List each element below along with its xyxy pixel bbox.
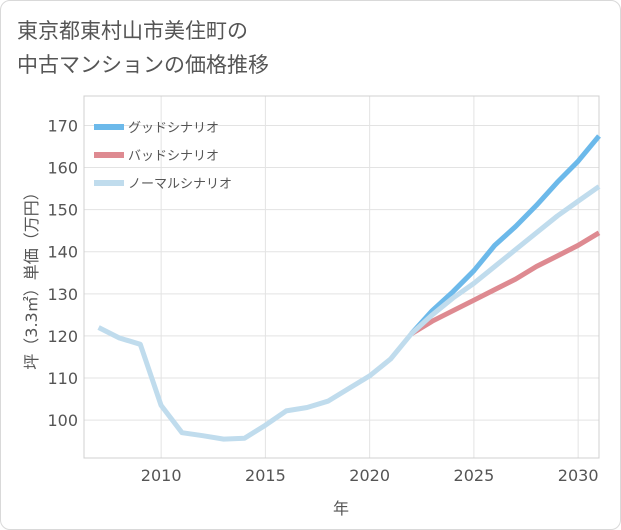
- y-tick-label: 140: [47, 243, 78, 262]
- y-tick-labels: 100 110 120 130 140 150 160 170: [47, 116, 78, 430]
- series-line-3: [97, 184, 601, 442]
- y-tick-label: 110: [47, 369, 78, 388]
- y-tick-label: 130: [47, 285, 78, 304]
- x-axis-label: 年: [333, 499, 349, 518]
- x-tick-label: 2010: [141, 466, 182, 485]
- series-line-2: [410, 230, 601, 336]
- x-tick-label: 2030: [558, 466, 599, 485]
- legend-label: バッドシナリオ: [128, 149, 219, 164]
- x-tick-label: 2020: [349, 466, 390, 485]
- chart-title: 東京都東村山市美住町の 中古マンションの価格推移: [17, 19, 269, 77]
- y-tick-label: 150: [47, 201, 78, 220]
- x-tick-labels: 2010 2015 2020 2025 2030: [141, 466, 599, 485]
- y-tick-label: 100: [47, 411, 78, 430]
- y-axis-label: 坪（3.3㎡）単価（万円）: [22, 184, 41, 369]
- y-tick-label: 120: [47, 327, 78, 346]
- y-tick-label: 170: [47, 116, 78, 135]
- series-lines: [97, 134, 601, 442]
- legend-label: グッドシナリオ: [128, 121, 219, 136]
- x-tick-label: 2025: [454, 466, 495, 485]
- y-tick-label: 160: [47, 159, 78, 178]
- x-tick-label: 2015: [245, 466, 286, 485]
- series-line-1: [409, 134, 601, 336]
- grid-lines: [84, 96, 599, 458]
- plot-area-border: [83, 95, 600, 459]
- legend-label: ノーマルシナリオ: [128, 177, 232, 192]
